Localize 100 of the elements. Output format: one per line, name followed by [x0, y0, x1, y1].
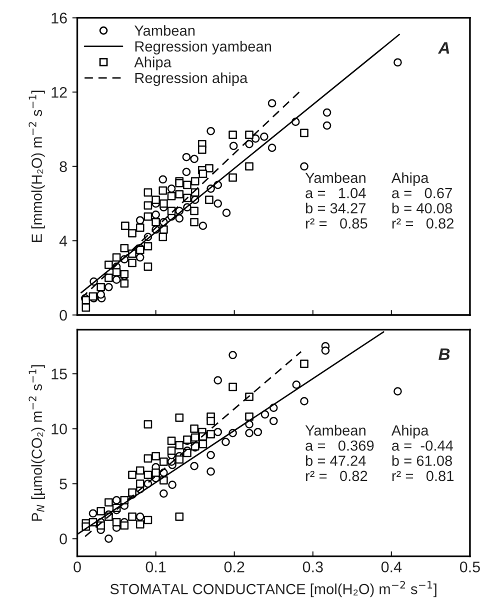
point: [228, 382, 237, 392]
point: [104, 274, 113, 282]
point: [152, 452, 160, 460]
point: [112, 253, 121, 262]
point: [104, 260, 113, 269]
point: [144, 201, 152, 210]
point: [222, 438, 230, 446]
point: [104, 498, 113, 507]
point: [120, 279, 129, 288]
point: [144, 242, 152, 250]
point: [292, 380, 301, 389]
y-tick-label: 5: [60, 478, 67, 490]
point: [136, 466, 144, 475]
point: [182, 168, 191, 176]
point: [190, 462, 198, 470]
y-axis-title: P$_{N}$ [µmol(CO₂) m$^{−2}$ s$^{−1}$]: [28, 365, 45, 521]
point: [198, 146, 206, 154]
annotation: A: [438, 42, 450, 54]
point: [206, 450, 215, 460]
point: [96, 290, 106, 299]
point: [167, 192, 176, 200]
point: [175, 414, 184, 422]
y-tick-label: 15: [52, 368, 67, 380]
point: [96, 507, 106, 516]
point: [144, 212, 152, 221]
point: [152, 210, 160, 219]
point: [228, 350, 237, 360]
point: [152, 218, 160, 226]
point: [167, 436, 176, 445]
y-tick-label: 0: [60, 534, 67, 544]
point: [96, 282, 106, 292]
point: [214, 199, 222, 208]
x-tick-label: 0.5: [460, 562, 480, 572]
point: [175, 214, 184, 223]
point: [160, 458, 168, 466]
point: [168, 480, 176, 489]
point: [128, 470, 136, 480]
point: [152, 468, 160, 477]
point: [120, 244, 129, 252]
point: [269, 416, 278, 426]
point: [322, 108, 332, 117]
point: [144, 516, 152, 524]
point: [300, 360, 308, 368]
x-tick-label: 0.3: [302, 562, 323, 572]
point: [144, 470, 152, 480]
point: [136, 224, 144, 232]
point: [136, 480, 144, 488]
point: [175, 512, 184, 521]
point: [88, 509, 98, 518]
x-tick-label: 0.4: [381, 562, 402, 572]
point: [128, 258, 136, 268]
point: [128, 488, 136, 497]
point: [245, 162, 254, 171]
point: [214, 376, 222, 384]
point: [158, 186, 168, 195]
y-tick-label: 8: [60, 161, 67, 172]
point: [245, 428, 254, 438]
point: [121, 222, 130, 230]
point: [190, 206, 198, 216]
point: [190, 424, 198, 433]
point: [228, 130, 237, 139]
annotation: Ahipa a = 0.67 b = 40.08 r² = 0.82: [391, 172, 454, 229]
point: [321, 346, 330, 355]
point: [104, 534, 113, 543]
point: [175, 455, 184, 464]
annotation: Yambean a = 0.369 b = 47.24 r² = 0.82: [305, 424, 374, 482]
point: [205, 196, 214, 204]
y-tick-label: 16: [52, 12, 67, 24]
point: [144, 454, 152, 463]
point: [152, 196, 160, 204]
point: [394, 387, 402, 396]
annotation: B: [438, 348, 450, 360]
point: [206, 416, 215, 426]
point: [300, 397, 308, 406]
point: [144, 262, 152, 271]
point: [190, 177, 200, 186]
annotation: Ahipa a = -0.44 b = 61.08 r² = 0.81: [391, 424, 454, 482]
point: [136, 216, 144, 224]
point: [183, 180, 192, 190]
point: [158, 232, 168, 242]
point: [136, 512, 144, 521]
point: [158, 175, 168, 184]
point: [300, 162, 308, 171]
point: [206, 126, 215, 136]
x-tick-label: 0: [74, 562, 81, 572]
point: [175, 441, 184, 450]
point: [128, 512, 136, 521]
point: [206, 467, 215, 476]
point: [214, 428, 222, 436]
point: [144, 420, 152, 428]
x-tick-label: 0.1: [146, 562, 166, 572]
point: [268, 99, 276, 108]
y-tick-label: 10: [52, 424, 67, 434]
point: [222, 208, 231, 217]
point: [245, 140, 254, 148]
point: [260, 132, 268, 141]
y-tick-label: 12: [52, 86, 67, 98]
point: [322, 121, 332, 130]
point: [228, 173, 237, 182]
point: [128, 229, 136, 238]
